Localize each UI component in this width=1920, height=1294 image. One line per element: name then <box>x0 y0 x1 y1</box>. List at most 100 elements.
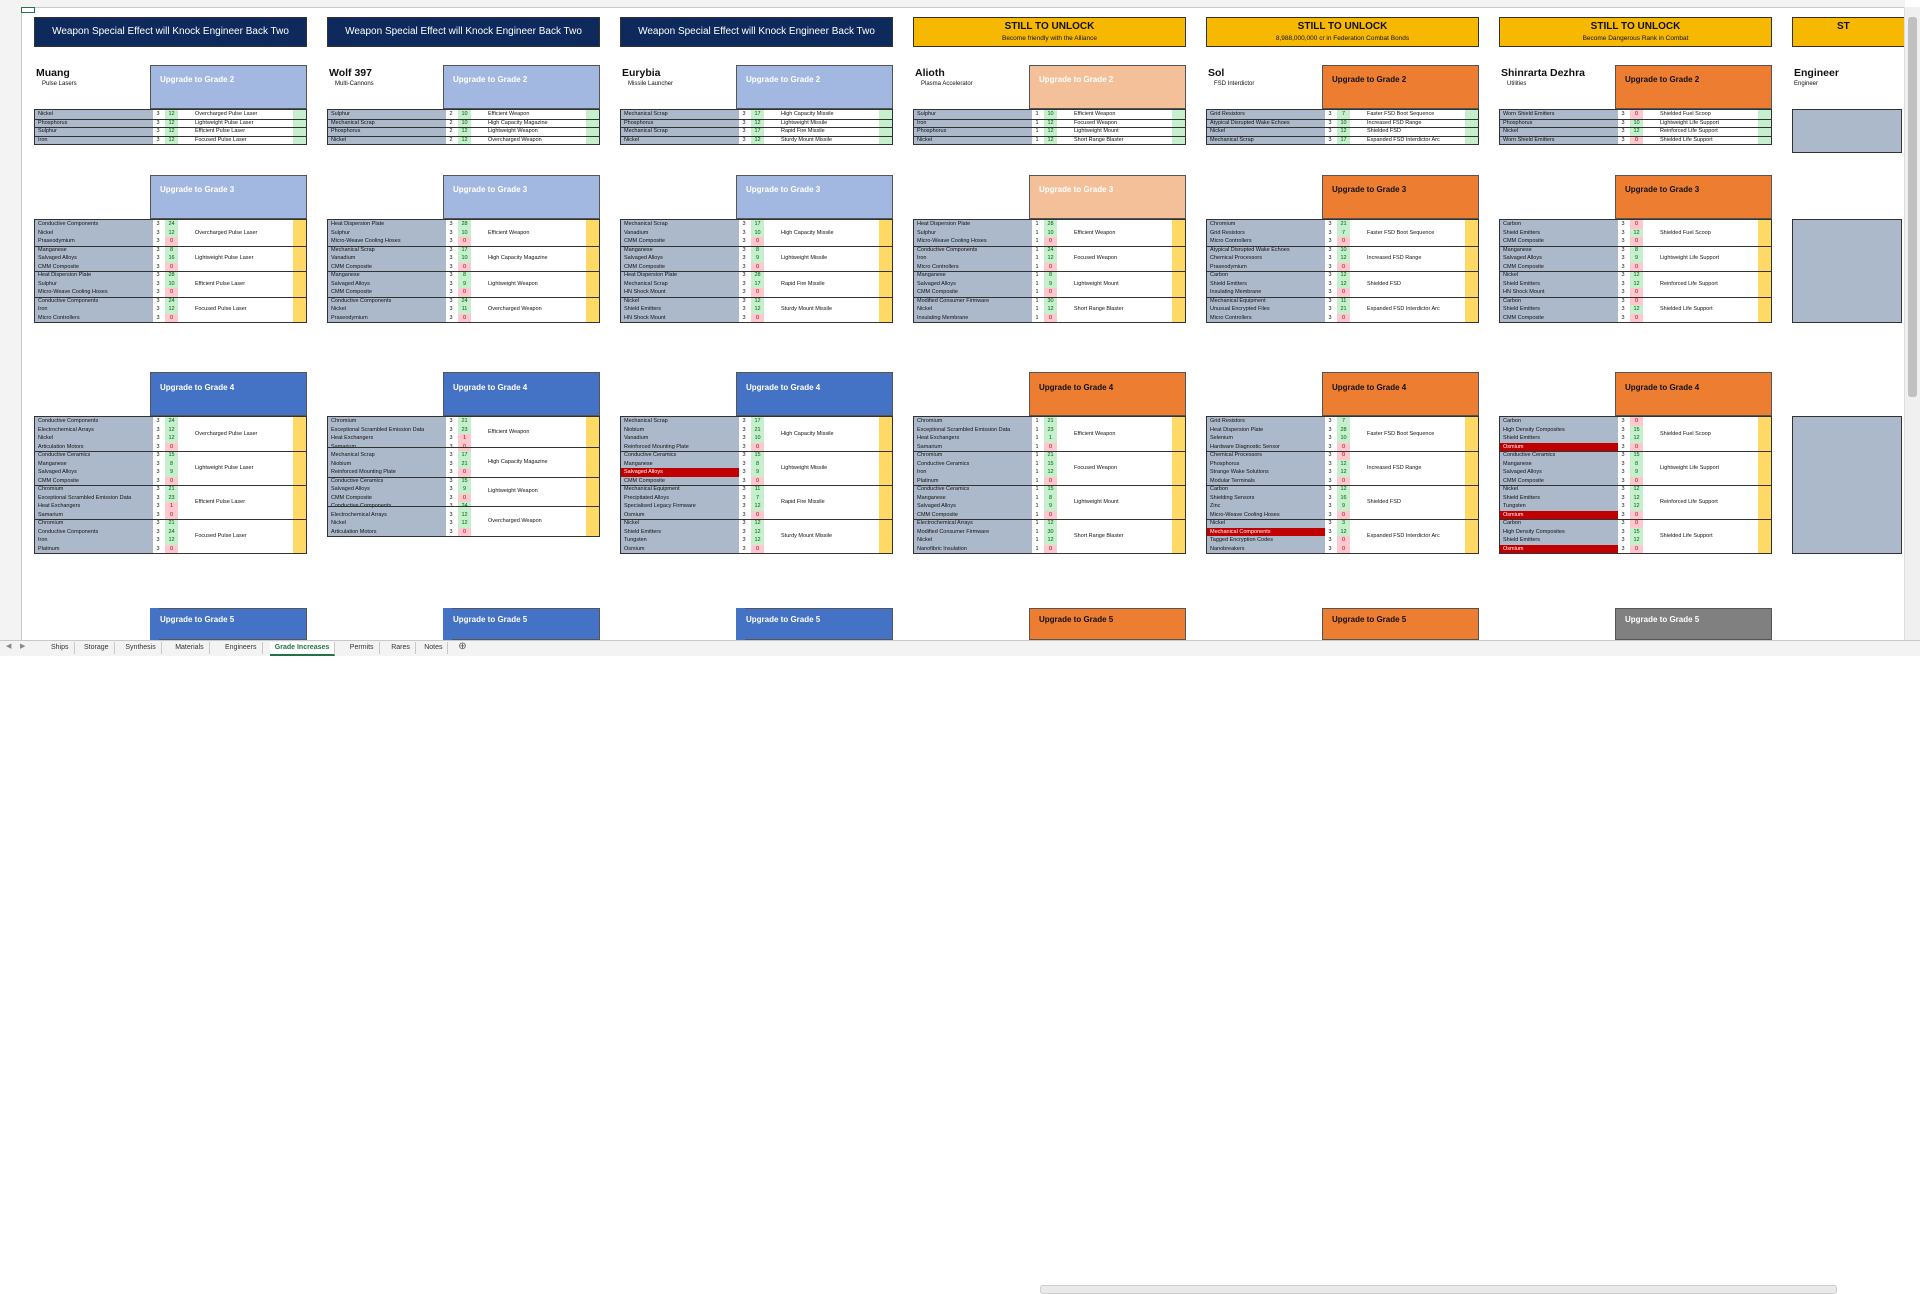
quantity-owned: 0 <box>165 544 178 553</box>
add-sheet-icon[interactable]: ⊕ <box>458 641 467 652</box>
table-row: Specialised Legacy Firmware 3 12 <box>621 502 892 511</box>
material-name: Nickel <box>917 537 932 543</box>
blueprint-name: Expanded FSD Interdictor Arc <box>1367 306 1440 313</box>
sheet-tab-engineers[interactable]: Engineers <box>220 642 263 654</box>
quantity-owned: 7 <box>1337 110 1350 119</box>
material-name: Mechanical Scrap <box>624 111 668 117</box>
quantity-owned: 10 <box>1337 434 1350 443</box>
sheet-tab-notes[interactable]: Notes <box>419 642 449 654</box>
block-divider <box>1500 118 1771 120</box>
blueprint-name: Efficient Pulse Laser <box>195 128 246 135</box>
sheet-tab-rares[interactable]: Rares <box>386 642 416 654</box>
table-row: Modular Terminals 3 0 <box>1207 476 1478 485</box>
quantity-needed: 3 <box>153 288 163 297</box>
table-row: Nickel 3 12 <box>1500 127 1771 136</box>
grade-header-g3: Upgrade to Grade 3 <box>1615 175 1772 219</box>
material-name: Salvaged Alloys <box>38 255 77 261</box>
engineer-name: Wolf 397 <box>329 67 372 79</box>
quantity-needed: 3 <box>739 220 749 229</box>
quantity-owned: 0 <box>165 510 178 519</box>
block-divider <box>1207 296 1478 298</box>
quantity-needed: 3 <box>739 425 749 434</box>
quantity-needed: 3 <box>739 476 749 485</box>
table-row: Carbon 3 0 <box>1500 296 1771 305</box>
material-name: Iron <box>38 136 48 143</box>
next-sheet-icon[interactable]: ▶ <box>20 643 26 650</box>
block-divider <box>35 485 306 486</box>
sheet-tab-permits[interactable]: Permits <box>345 642 380 654</box>
blueprint-name: Short Range Blaster <box>1074 306 1124 313</box>
sheet-tab-storage[interactable]: Storage <box>79 642 115 654</box>
sheet-tab-materials[interactable]: Materials <box>170 642 210 654</box>
quantity-owned: 0 <box>1630 296 1643 305</box>
quantity-owned: 0 <box>458 313 471 322</box>
quantity-needed: 3 <box>1325 417 1335 426</box>
table-row: Micro-Weave Cooling Hoses 3 0 <box>1207 510 1478 519</box>
quantity-owned: 10 <box>458 118 471 127</box>
quantity-needed: 3 <box>1618 313 1628 322</box>
quantity-owned: 12 <box>165 305 178 314</box>
table-row: Manganese 3 8 <box>1500 245 1771 254</box>
quantity-needed: 3 <box>1618 502 1628 511</box>
table-row: Shield Emitters 3 12 <box>1500 493 1771 502</box>
quantity-owned: 12 <box>1630 279 1643 288</box>
quantity-owned: 0 <box>1630 442 1643 451</box>
table-row: Iron 1 12 <box>914 254 1185 263</box>
table-row: Sulphur 1 10 <box>914 110 1185 119</box>
table-row: CMM Composite 1 0 <box>914 288 1185 297</box>
table-row: Nickel 1 12 <box>914 135 1185 144</box>
prev-sheet-icon[interactable]: ◀ <box>6 643 12 650</box>
table-row: Shielding Sensors 3 16 <box>1207 493 1478 502</box>
grade-table-g3: Conductive Components 3 24 Nickel 3 12 Praseod… <box>34 219 307 323</box>
material-name: Mechanical Scrap <box>331 246 375 253</box>
vertical-scrollbar[interactable] <box>1904 7 1920 640</box>
grade-table-g4: Chromium 3 21 Exceptional Scrambled Emissio… <box>327 416 600 537</box>
table-row: Samarium 1 0 <box>914 442 1185 451</box>
table-row: Conductive Ceramics 3 15 <box>328 476 599 485</box>
grade-header-g3: Upgrade to Grade 3 <box>736 175 893 219</box>
table-row: Nickel 1 12 <box>914 305 1185 314</box>
quantity-needed: 2 <box>446 118 456 127</box>
material-name: Mechanical Scrap <box>1210 136 1254 143</box>
quantity-owned: 12 <box>1630 228 1643 237</box>
quantity-owned: 0 <box>1630 544 1643 553</box>
table-row: Tungsten 3 12 <box>1500 502 1771 511</box>
quantity-owned: 0 <box>751 476 764 485</box>
banner-3: STILL TO UNLOCK Become friendly with the … <box>913 17 1186 47</box>
quantity-needed: 3 <box>153 279 163 288</box>
table-row: Samarium 3 0 <box>35 510 306 519</box>
quantity-needed: 3 <box>153 220 163 229</box>
selected-cell[interactable] <box>21 7 35 13</box>
quantity-owned: 12 <box>1630 271 1643 280</box>
quantity-needed: 3 <box>1325 237 1335 246</box>
quantity-needed: 1 <box>1032 519 1042 528</box>
quantity-needed: 3 <box>739 485 749 494</box>
quantity-needed: 3 <box>739 417 749 426</box>
quantity-owned: 0 <box>1337 544 1350 553</box>
blueprint-name: Efficient Weapon <box>488 111 530 118</box>
sheet-tab-ships[interactable]: Ships <box>46 642 75 654</box>
sheet-tab-grade-increases[interactable]: Grade Increases <box>269 642 336 656</box>
block-divider <box>35 127 306 128</box>
material-name: Nickel <box>331 136 346 143</box>
quantity-needed: 1 <box>1032 544 1042 553</box>
sheet-tab-synthesis[interactable]: Synthesis <box>120 642 162 654</box>
quantity-owned: 0 <box>165 442 178 451</box>
quantity-needed: 3 <box>446 296 456 305</box>
quantity-owned: 0 <box>165 262 178 271</box>
table-row: Chromium 1 21 <box>914 451 1185 460</box>
quantity-needed: 3 <box>1618 245 1628 254</box>
material-name: Exceptional Scrambled Emission Data <box>917 426 1011 433</box>
quantity-needed: 3 <box>153 237 163 246</box>
table-row: Exceptional Scrambled Emission Data 3 23 <box>35 493 306 502</box>
quantity-needed: 1 <box>1032 536 1042 545</box>
quantity-needed: 3 <box>153 262 163 271</box>
blueprint-name: Focused Weapon <box>1074 119 1118 126</box>
material-name: Conductive Ceramics <box>331 477 384 484</box>
quantity-needed: 1 <box>1032 434 1042 443</box>
vertical-scroll-thumb[interactable] <box>1908 17 1917 397</box>
horizontal-scrollbar[interactable] <box>1040 1285 1837 1294</box>
quantity-owned: 17 <box>751 127 764 136</box>
quantity-needed: 3 <box>1618 434 1628 443</box>
blueprint-name: Faster FSD Boot Sequence <box>1367 229 1435 236</box>
